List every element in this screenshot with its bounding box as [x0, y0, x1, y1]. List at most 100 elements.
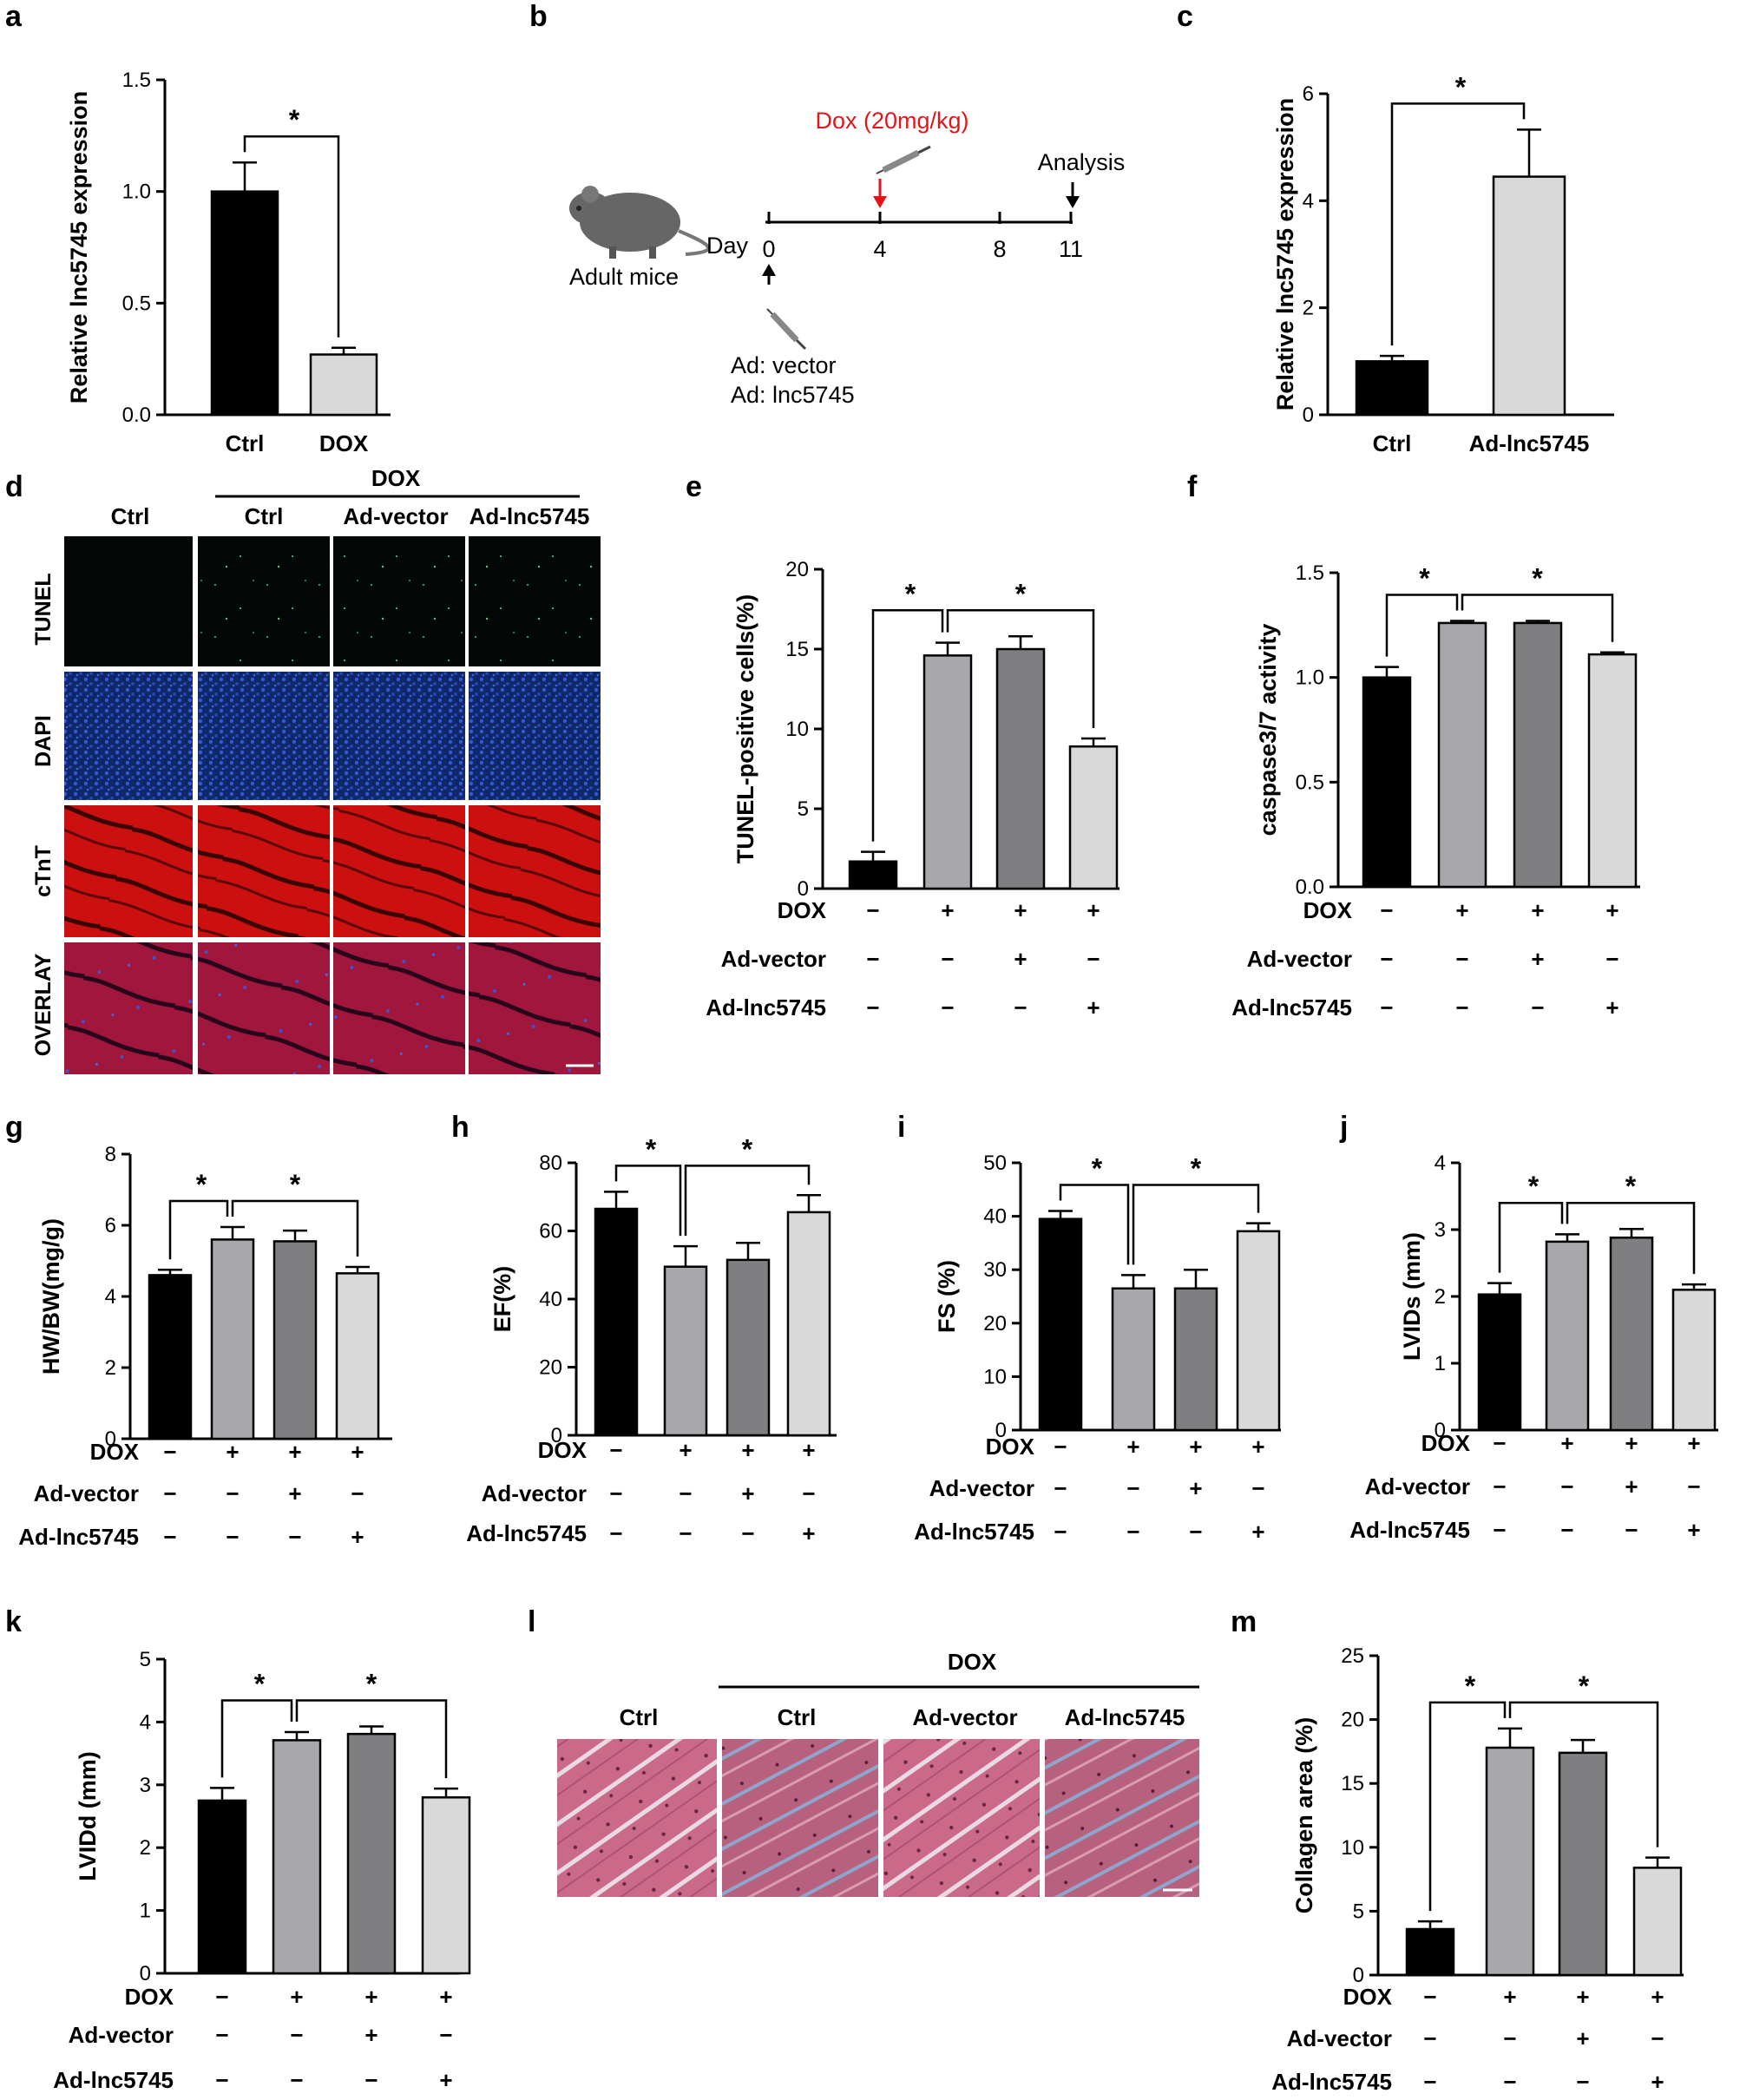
treatment-row-label: Ad-vector	[69, 2022, 174, 2048]
y-tick-label: 4	[1303, 189, 1314, 213]
y-tick-label: 1	[140, 1900, 151, 1923]
treatment-sign: −	[1054, 1519, 1067, 1545]
significance-bracket	[1461, 594, 1614, 642]
y-tick-label: 4	[140, 1710, 151, 1734]
panel-label-e: e	[686, 470, 702, 503]
treatment-sign: +	[1503, 1984, 1516, 2010]
d-dox-header: DOX	[371, 465, 421, 491]
treatment-row-label: Ad-lnc5745	[1349, 1517, 1470, 1543]
treatment-sign: −	[163, 1524, 176, 1550]
treatment-row-label: DOX	[1343, 1984, 1393, 2010]
treatment-sign: +	[1576, 1984, 1589, 2010]
treatment-sign: +	[1014, 897, 1027, 923]
y-tick-label: 3	[140, 1774, 151, 1797]
analysis-label: Analysis	[1038, 149, 1126, 175]
treatment-row-label: DOX	[986, 1434, 1035, 1460]
treatment-sign: +	[364, 2022, 378, 2048]
treatment-sign: −	[215, 1984, 228, 2010]
y-tick-label: 80	[539, 1152, 562, 1175]
y-tick-label: 60	[539, 1220, 562, 1244]
treatment-row-label: DOX	[90, 1439, 140, 1465]
treatment-sign: +	[1625, 1473, 1638, 1500]
significance-bracket	[243, 135, 340, 338]
y-tick-label: 0	[1353, 1964, 1364, 1987]
treatment-sign: −	[866, 994, 879, 1020]
chart-k: 0 1 2 3 4 5 LVIDd (mm) * * DOX − + + + Ad-vector − − + − Ad…	[53, 1648, 471, 2093]
chart-e: 0 5 10 15 20 TUNEL-positive cells(%) * * DOX − + + +…	[706, 558, 1119, 1020]
bar	[1173, 1287, 1218, 1432]
mouse-icon	[569, 186, 710, 259]
y-tick-label: 2	[1435, 1285, 1446, 1309]
mice-label: Adult mice	[569, 264, 679, 290]
y-tick-label: 4	[1435, 1152, 1446, 1175]
treatment-sign: +	[802, 1520, 815, 1546]
bar	[1355, 360, 1429, 417]
significance-star: *	[905, 578, 916, 609]
day-label: Day	[706, 233, 749, 259]
treatment-sign: −	[1651, 2025, 1664, 2051]
bar	[594, 1207, 639, 1437]
significance-star: *	[1465, 1670, 1476, 1702]
treatment-sign: −	[1560, 1473, 1573, 1500]
micrograph-dapi-vector	[333, 672, 465, 800]
masson-ad-vector	[883, 1739, 1040, 1897]
treatment-sign: −	[1605, 946, 1618, 972]
significance-bracket	[1059, 1184, 1130, 1265]
treatment-sign: +	[439, 1984, 452, 2010]
treatment-sign: −	[1493, 1430, 1506, 1456]
bar	[1558, 1751, 1608, 1977]
significance-star: *	[196, 1169, 207, 1200]
treatment-row-label: Ad-lnc5745	[18, 1524, 139, 1550]
significance-star: *	[1579, 1670, 1590, 1702]
significance-bracket	[1566, 1201, 1696, 1275]
bar	[335, 1272, 380, 1440]
y-axis-title: LVIDs (mm)	[1399, 1232, 1425, 1361]
treatment-sign: −	[215, 2022, 228, 2048]
treatment-row-label: Ad-vector	[1287, 2025, 1392, 2051]
y-axis-title: Collagen area (%)	[1291, 1717, 1317, 1914]
micrograph-row-l: DOX Ctrl Ctrl Ad-vector Ad-lnc5745	[557, 1649, 1199, 1897]
treatment-sign: −	[1503, 2025, 1516, 2051]
panel-label-k: k	[5, 1605, 22, 1638]
y-tick-label: 0.5	[1296, 771, 1324, 794]
significance-star: *	[366, 1668, 378, 1699]
significance-bracket	[1428, 1701, 1507, 1912]
y-tick-label: 0.0	[1296, 876, 1324, 899]
significance-bracket	[614, 1165, 682, 1237]
treatment-sign: +	[941, 897, 954, 923]
treatment-sign: +	[364, 1984, 378, 2010]
y-tick-label: 25	[1341, 1644, 1364, 1668]
y-tick-label: 15	[1341, 1772, 1364, 1795]
micrograph-overlay-dox	[198, 942, 330, 1074]
y-tick-label: 0.5	[122, 292, 151, 315]
treatment-sign: −	[1531, 994, 1544, 1020]
treatment-row-label: Ad-vector	[929, 1475, 1034, 1501]
panel-label-a: a	[5, 0, 23, 33]
significance-star: *	[1191, 1152, 1202, 1184]
bar	[1236, 1230, 1281, 1432]
significance-star: *	[1625, 1171, 1637, 1202]
d-row-overlay: OVERLAY	[31, 953, 56, 1056]
ad-vector-label: Ad: vector	[731, 352, 837, 378]
x-category-label: Ad-lnc5745	[1469, 430, 1590, 456]
treatment-sign: +	[1531, 946, 1544, 972]
y-tick-label: 4	[105, 1285, 116, 1309]
bar	[1671, 1289, 1717, 1432]
treatment-sign: −	[866, 946, 879, 972]
treatment-sign: +	[288, 1480, 301, 1506]
bar	[1068, 745, 1119, 890]
significance-bracket	[231, 1199, 359, 1257]
significance-bracket	[1508, 1701, 1659, 1847]
timeline-tick-8: 8	[993, 236, 1006, 262]
treatment-sign: −	[288, 1524, 301, 1550]
panel-label-m: m	[1231, 1605, 1257, 1638]
micrograph-dapi-ctrl	[64, 672, 193, 800]
significance-bracket	[684, 1165, 811, 1237]
bar	[922, 654, 973, 890]
treatment-sign: −	[351, 1480, 364, 1506]
treatment-sign: +	[802, 1437, 815, 1463]
treatment-sign: +	[1087, 994, 1100, 1020]
treatment-row-label: Ad-lnc5745	[914, 1519, 1034, 1545]
treatment-sign: +	[1687, 1430, 1700, 1456]
treatment-sign: −	[741, 1520, 754, 1546]
